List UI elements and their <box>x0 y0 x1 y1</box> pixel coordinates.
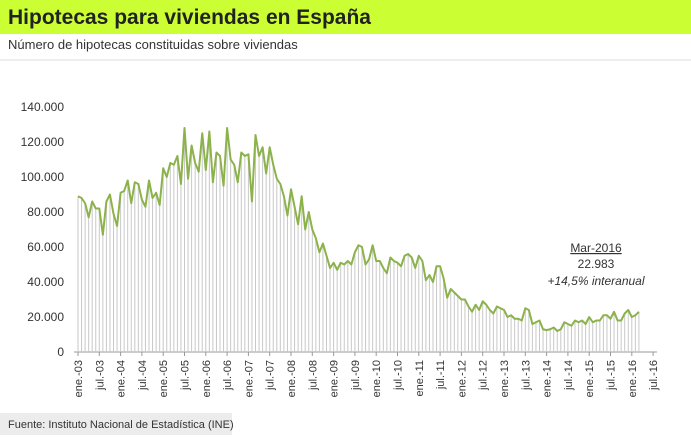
y-tick-label: 80.000 <box>27 205 64 219</box>
x-tick-label: ene.-16 <box>627 360 639 397</box>
x-tick-label: jul.-04 <box>137 360 149 391</box>
x-tick-label: ene.-03 <box>73 360 85 397</box>
x-tick-label: jul.-14 <box>563 360 575 391</box>
x-tick-label: jul.-12 <box>478 360 490 391</box>
y-tick-label: 20.000 <box>27 310 64 324</box>
x-tick-label: ene.-15 <box>584 360 596 397</box>
annotation-note: +14,5% interanual <box>547 274 644 288</box>
x-tick-label: jul.-11 <box>435 360 447 390</box>
annotation-date: Mar-2016 <box>570 241 622 255</box>
x-tick-label: jul.-13 <box>520 360 532 391</box>
y-tick-label: 40.000 <box>27 275 64 289</box>
x-tick-label: ene.-05 <box>158 360 170 397</box>
x-tick-label: jul.-05 <box>180 360 192 391</box>
annotation-value: 22.983 <box>578 257 615 271</box>
x-tick-label: ene.-09 <box>329 360 341 397</box>
x-tick-label: ene.-04 <box>116 360 128 397</box>
x-tick-label: ene.-12 <box>456 360 468 397</box>
x-tick-label: jul.-10 <box>393 360 405 391</box>
source-box <box>0 413 232 435</box>
x-tick-label: ene.-14 <box>542 360 554 397</box>
x-tick-label: ene.-07 <box>243 360 255 397</box>
x-tick-label: ene.-08 <box>286 360 298 397</box>
title-bar <box>0 0 691 34</box>
y-tick-label: 120.000 <box>21 135 65 149</box>
source: Fuente: Instituto Nacional de Estadístic… <box>8 419 234 431</box>
x-tick-label: jul.-16 <box>648 360 660 391</box>
x-tick-label: ene.-13 <box>499 360 511 397</box>
y-tick-label: 60.000 <box>27 240 64 254</box>
x-tick-label: jul.-08 <box>307 360 319 391</box>
data-line <box>77 127 640 332</box>
chart-title: Hipotecas para viviendas en España <box>8 6 371 29</box>
x-tick-label: jul.-15 <box>606 360 618 391</box>
x-tick-label: jul.-07 <box>265 360 277 391</box>
x-tick-label: ene.-11 <box>414 360 426 397</box>
y-tick-label: 0 <box>57 345 64 359</box>
y-tick-label: 100.000 <box>21 170 65 184</box>
subtitle: Número de hipotecas constituidas sobre v… <box>8 37 298 52</box>
x-tick-label: jul.-09 <box>350 360 362 391</box>
x-tick-label: jul.-06 <box>222 360 234 391</box>
x-tick-label: jul.-03 <box>94 360 106 391</box>
x-tick-label: ene.-06 <box>201 360 213 397</box>
x-tick-label: ene.-10 <box>371 360 383 397</box>
y-tick-label: 140.000 <box>21 100 65 114</box>
